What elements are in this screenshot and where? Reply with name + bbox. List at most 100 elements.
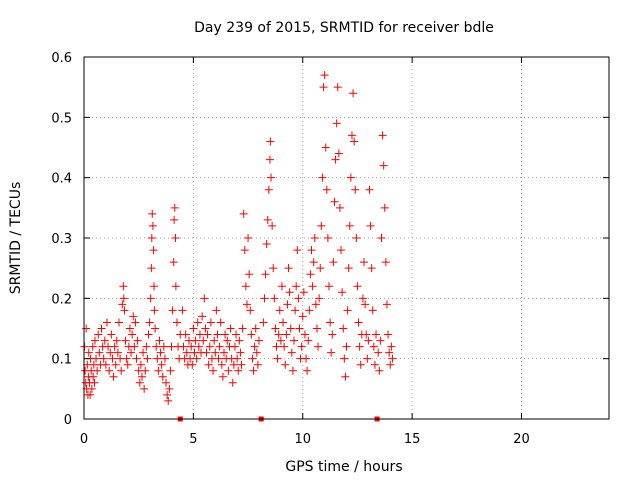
data-point [111, 360, 120, 369]
data-point [165, 384, 174, 393]
data-point [128, 330, 137, 339]
data-point [120, 306, 129, 315]
data-point [188, 360, 197, 369]
data-point [213, 330, 222, 339]
data-point [236, 348, 245, 357]
data-point [217, 360, 226, 369]
data-point [135, 378, 144, 387]
data-point [294, 294, 303, 303]
data-point [305, 306, 314, 315]
data-point [170, 215, 179, 224]
data-point [276, 336, 285, 345]
data-point [354, 318, 363, 327]
data-point [164, 396, 173, 405]
data-point [226, 324, 235, 333]
data-point [229, 360, 238, 369]
data-point [158, 372, 167, 381]
data-point [168, 306, 177, 315]
data-point [347, 131, 356, 140]
data-point [194, 342, 203, 351]
data-point [382, 300, 391, 309]
data-point [97, 324, 106, 333]
data-point [209, 366, 218, 375]
data-point [361, 300, 370, 309]
data-point [310, 234, 319, 242]
data-point [343, 306, 352, 315]
data-point [323, 234, 332, 242]
data-point [356, 360, 365, 369]
data-point [237, 360, 246, 369]
data-point [376, 336, 385, 345]
data-point [263, 215, 272, 224]
data-point [87, 384, 96, 393]
y-tick-labels: 0 0.1 0.2 0.3 0.4 0.5 0.6 [51, 51, 72, 428]
data-point [309, 258, 318, 267]
data-point [84, 348, 93, 357]
data-point [353, 282, 362, 291]
data-point [337, 246, 346, 255]
data-point [272, 342, 281, 351]
data-point [344, 264, 353, 273]
data-point [334, 149, 343, 158]
data-point [155, 336, 164, 345]
data-point [102, 318, 111, 327]
data-point [342, 342, 351, 351]
data-point [109, 372, 118, 381]
data-point [137, 372, 146, 381]
data-point [191, 336, 200, 345]
data-point [181, 330, 190, 339]
data-points [80, 71, 397, 405]
data-point [82, 324, 91, 333]
data-point [148, 221, 157, 230]
data-point [253, 360, 262, 369]
data-point [374, 348, 383, 357]
data-point [149, 246, 158, 255]
data-point [339, 324, 348, 333]
data-point [284, 264, 293, 273]
data-point [210, 336, 219, 345]
data-point [171, 234, 180, 242]
data-point [321, 143, 330, 152]
data-point [146, 294, 155, 303]
data-point [198, 312, 207, 321]
data-point [378, 131, 387, 140]
data-point [293, 246, 302, 255]
data-point [375, 366, 384, 375]
data-point [193, 318, 202, 327]
data-point [141, 366, 150, 375]
data-point [211, 348, 220, 357]
data-point [107, 330, 116, 339]
data-point [133, 336, 142, 345]
data-point [129, 312, 138, 321]
data-point [95, 348, 104, 357]
data-point [154, 366, 163, 375]
data-point [156, 348, 165, 357]
data-point [332, 119, 341, 128]
data-point [195, 330, 204, 339]
x-tick-label: 0 [80, 432, 88, 447]
data-point [233, 354, 242, 363]
data-point [269, 264, 278, 273]
data-point [245, 270, 254, 279]
data-point [351, 185, 360, 194]
y-tick-label: 0 [64, 413, 72, 428]
data-point [314, 342, 323, 351]
x-tick-label: 15 [404, 432, 421, 447]
data-point [326, 318, 335, 327]
data-point [261, 270, 270, 279]
data-point [163, 390, 172, 399]
data-point [281, 360, 290, 369]
data-point [325, 282, 333, 291]
data-point [179, 342, 188, 351]
data-point [302, 354, 311, 363]
data-point [388, 354, 397, 363]
data-point [150, 282, 158, 291]
data-point [275, 306, 284, 315]
data-point [242, 300, 251, 309]
data-point [99, 354, 108, 363]
y-tick-label: 0.6 [51, 51, 72, 66]
data-point [259, 318, 268, 327]
data-point [203, 330, 212, 339]
chart-title: Day 239 of 2015, SRMTID for receiver bdl… [194, 20, 494, 36]
data-point [312, 324, 321, 333]
